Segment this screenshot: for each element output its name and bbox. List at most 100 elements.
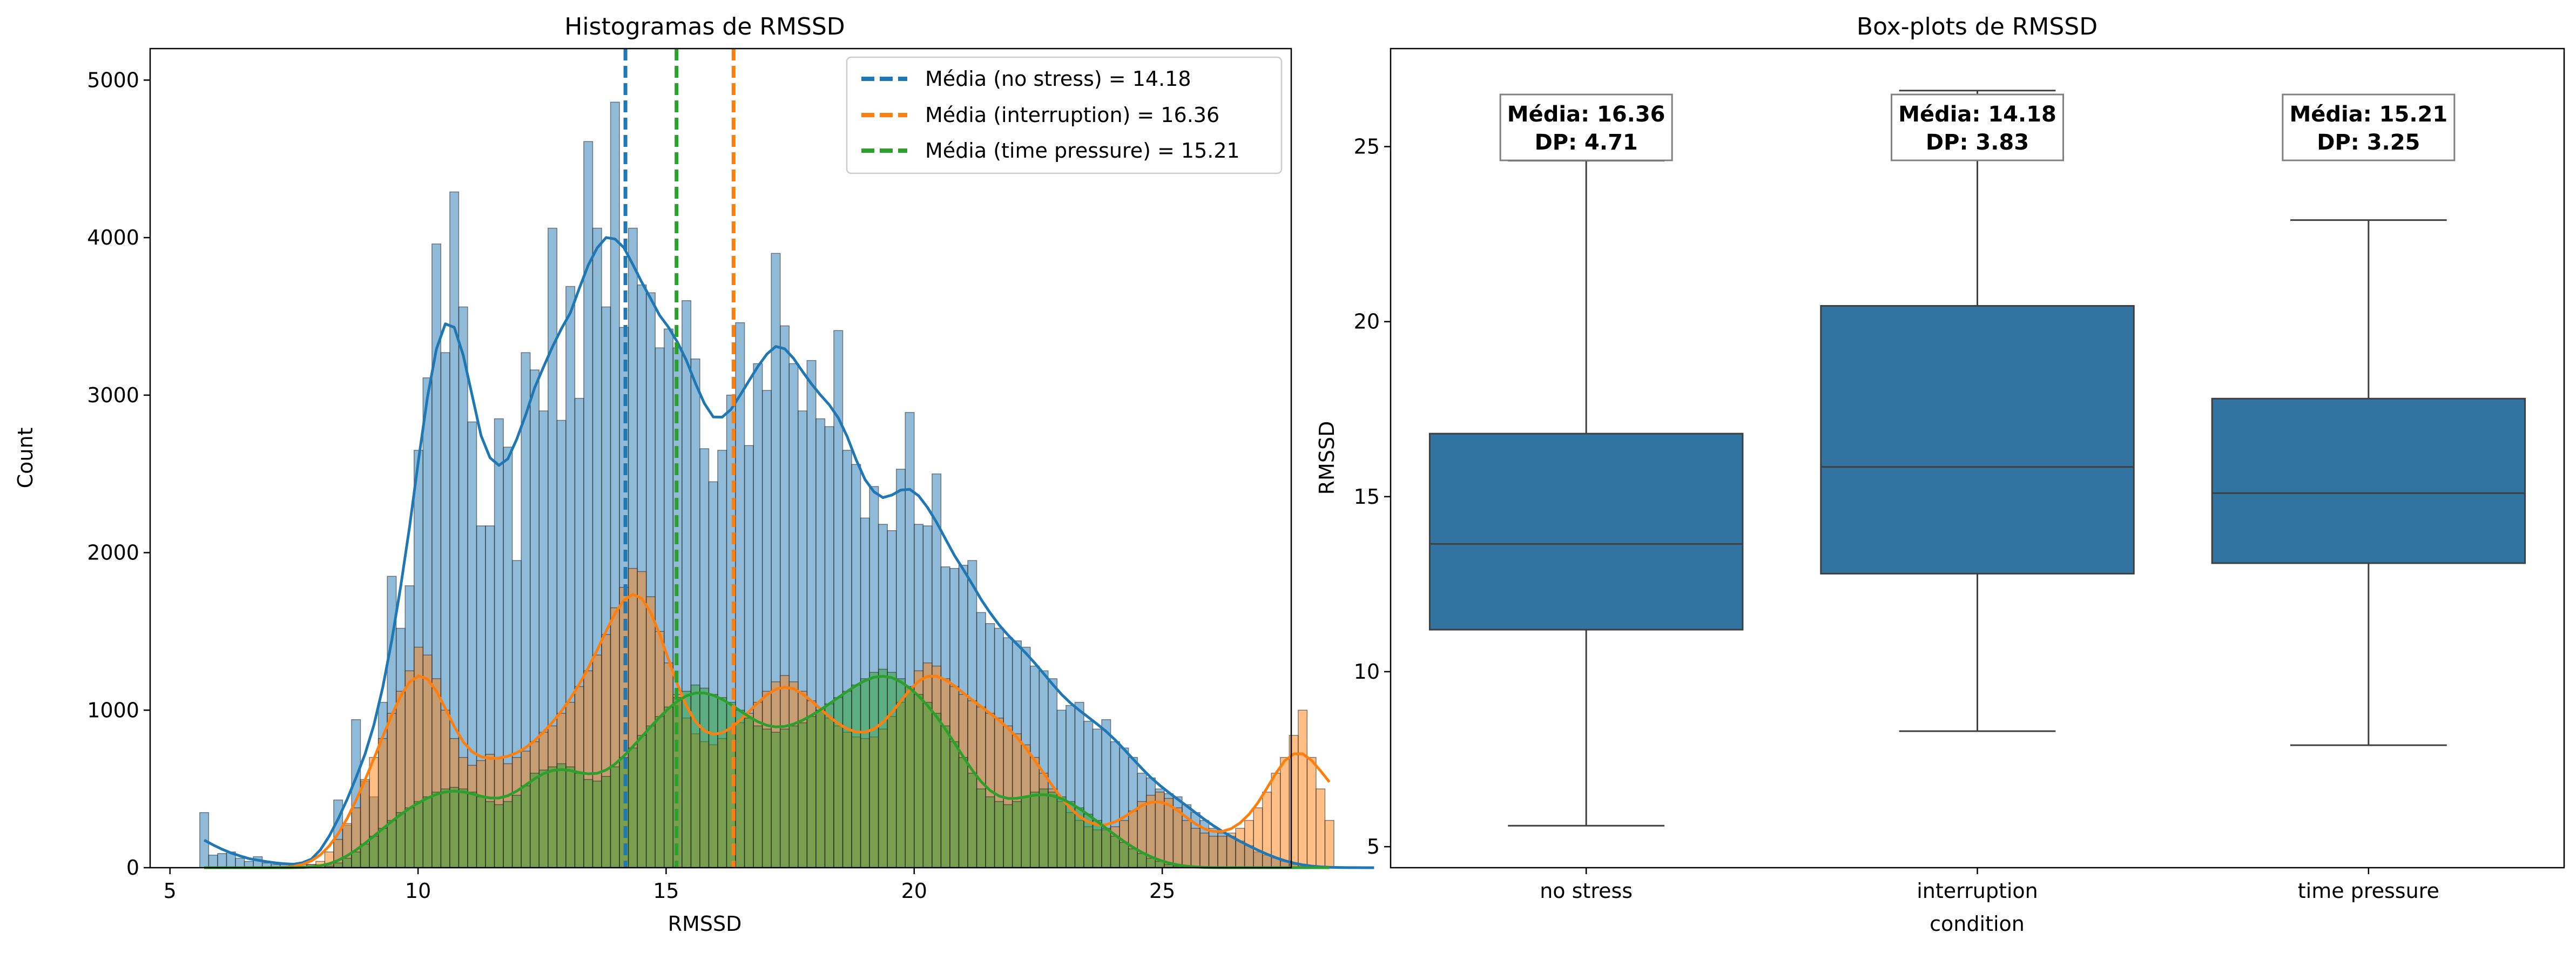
- histogram-bar: [369, 835, 379, 868]
- histogram-bar: [932, 713, 942, 868]
- x-tick-label: 5: [164, 879, 177, 903]
- annotation-sd: DP: 3.25: [2317, 130, 2420, 155]
- y-tick-label: 3000: [87, 383, 139, 407]
- histogram-bar: [1235, 828, 1245, 868]
- histogram-x-label: RMSSD: [668, 912, 742, 936]
- histogram-bar: [458, 788, 468, 868]
- boxplot-time-pressure: [2211, 219, 2526, 746]
- histogram-bar: [1110, 835, 1120, 868]
- annotation-box: [1499, 93, 1673, 161]
- histogram-bar: [1306, 757, 1317, 868]
- histogram-bar: [1298, 709, 1308, 868]
- histogram-bar: [699, 687, 710, 868]
- y-tick-label: 5000: [87, 68, 139, 92]
- histogram-bar: [824, 703, 834, 868]
- histogram-bar: [538, 769, 549, 868]
- histogram-bar: [1217, 835, 1228, 868]
- histogram-kde-curves: [203, 236, 1374, 869]
- histogram-bar: [494, 804, 504, 868]
- histogram-bar: [387, 820, 397, 868]
- box-iqr: [1428, 432, 1744, 631]
- histogram-bar: [1316, 788, 1326, 868]
- annotation-no-stress: Média: 16.36 DP: 4.71: [1499, 93, 1673, 161]
- histogram-mean-lines: [623, 49, 736, 868]
- histogram-bar: [548, 766, 558, 868]
- histogram-bar: [1048, 792, 1058, 868]
- histogram-bar: [1199, 833, 1210, 868]
- histogram-bar: [905, 686, 915, 868]
- boxplot-y-ticks: 5 10 15 20 25: [1354, 135, 1391, 859]
- histogram-bar: [377, 828, 388, 868]
- x-tick-label: no stress: [1540, 879, 1633, 903]
- histogram-bar: [592, 780, 602, 868]
- boxplot-no-stress: [1428, 159, 1744, 827]
- y-tick-label: 4000: [87, 226, 139, 249]
- histogram-bar: [565, 766, 576, 868]
- legend-label-no-stress: Média (no stress) = 14.18: [925, 67, 1191, 91]
- histogram-bar: [199, 812, 210, 868]
- annotation-box: [1891, 93, 2064, 161]
- histogram-bar: [351, 851, 361, 868]
- annotation-sd: DP: 3.83: [1926, 130, 2029, 155]
- histogram-bar: [342, 857, 352, 868]
- annotation-box: [2282, 93, 2456, 161]
- annotation-mean: Média: 16.36: [1507, 102, 1665, 127]
- histogram-title: Histogramas de RMSSD: [564, 13, 845, 40]
- histogram-bar: [217, 853, 227, 868]
- histogram-bar: [761, 728, 772, 868]
- histogram-bar: [815, 709, 826, 868]
- histogram-bar: [1039, 788, 1049, 868]
- histogram-bar: [1280, 757, 1290, 868]
- histogram-bar: [422, 796, 433, 868]
- histogram-bar: [682, 691, 692, 868]
- legend-label-interruption: Média (interruption) = 16.36: [925, 103, 1219, 127]
- histogram-bar: [1253, 807, 1263, 868]
- kde-curve-no-stress: [203, 236, 1374, 869]
- histogram-bar: [922, 701, 933, 868]
- y-tick-label: 20: [1354, 310, 1380, 334]
- y-tick-label: 5: [1367, 835, 1380, 859]
- histogram-bar: [503, 801, 513, 868]
- boxplot-panel: Box-plots de RMSSD 5 10 15 20 25 no stress in…: [1315, 13, 2565, 936]
- histogram-bar: [404, 807, 415, 868]
- histogram-bar: [1190, 828, 1201, 868]
- histogram-bar: [583, 779, 594, 868]
- histogram-bar: [994, 801, 1004, 868]
- histogram-bar: [360, 843, 370, 868]
- y-tick-label: 2000: [87, 541, 139, 565]
- histogram-bar: [958, 757, 968, 868]
- histogram-bar: [1208, 835, 1218, 868]
- histogram-bar: [842, 691, 852, 868]
- histogram-bar: [529, 773, 540, 868]
- histogram-bar: [717, 697, 727, 868]
- histogram-bar: [440, 788, 450, 868]
- annotation-mean: Média: 14.18: [1898, 102, 2056, 127]
- boxplot-x-label: condition: [1930, 912, 2025, 936]
- histogram-bar: [1021, 796, 1031, 868]
- annotation-interruption: Média: 14.18 DP: 3.83: [1891, 93, 2064, 161]
- histogram-bar: [753, 725, 763, 868]
- histogram-bar: [869, 672, 879, 868]
- box-iqr: [2211, 397, 2526, 564]
- histogram-y-ticks: 0 1000 2000 3000 4000 5000: [87, 68, 150, 880]
- histogram-bar: [664, 706, 674, 868]
- annotation-sd: DP: 4.71: [1535, 130, 1638, 155]
- histogram-legend: Média (no stress) = 14.18 Média (interru…: [846, 56, 1283, 174]
- kde-curve-time-pressure: [204, 674, 1330, 869]
- histogram-bar: [655, 716, 665, 868]
- histogram-bar: [511, 795, 522, 868]
- histogram-bar: [610, 766, 620, 868]
- x-tick-label: 25: [1149, 879, 1175, 903]
- y-tick-label: 10: [1354, 660, 1380, 684]
- histogram-bar: [485, 801, 495, 868]
- histogram-bar: [967, 773, 977, 868]
- histogram-bar: [1164, 797, 1174, 868]
- histogram-bar: [690, 684, 700, 868]
- boxplot-y-label: RMSSD: [1315, 421, 1339, 495]
- histogram-bar: [431, 792, 442, 868]
- x-tick-label: interruption: [1917, 879, 2038, 903]
- histogram-y-label: Count: [14, 428, 37, 489]
- histogram-bar: [860, 678, 870, 868]
- histogram-bar: [976, 788, 986, 868]
